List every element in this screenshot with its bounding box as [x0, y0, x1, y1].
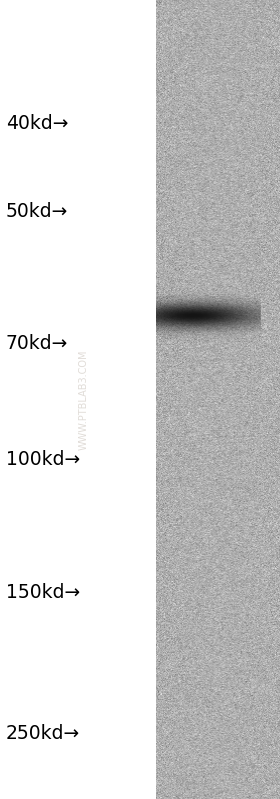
Text: 150kd→: 150kd→ — [6, 583, 80, 602]
Text: 40kd→: 40kd→ — [6, 114, 68, 133]
Text: 250kd→: 250kd→ — [6, 724, 80, 743]
Text: WWW.PTBLAB3.COM: WWW.PTBLAB3.COM — [79, 349, 89, 450]
Text: 70kd→: 70kd→ — [6, 334, 68, 353]
Text: 100kd→: 100kd→ — [6, 450, 80, 469]
Text: 50kd→: 50kd→ — [6, 202, 68, 221]
